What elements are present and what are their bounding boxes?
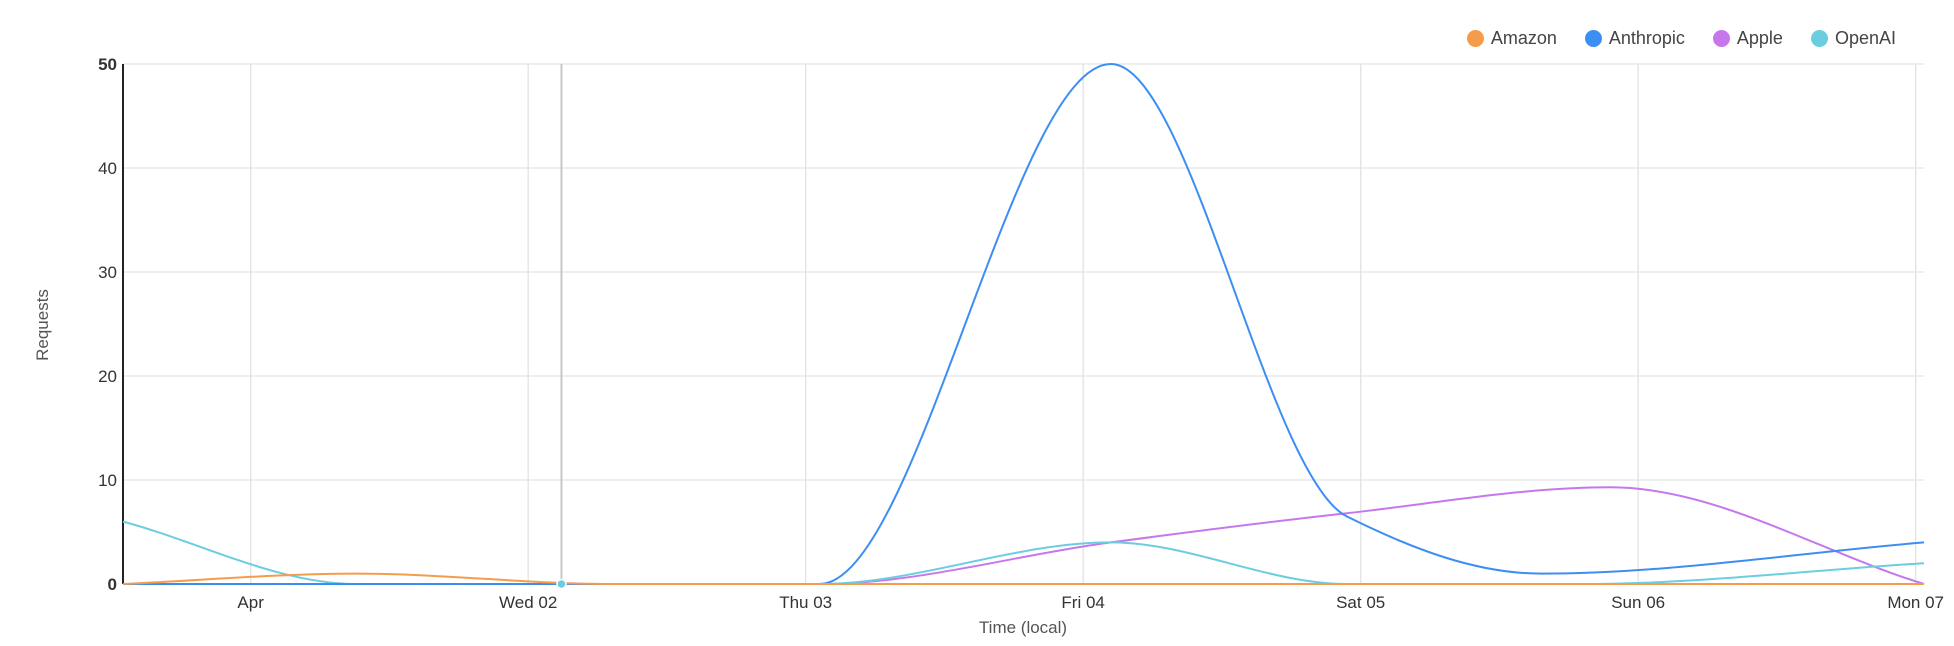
hover-point[interactable]: [556, 578, 567, 590]
x-tick-label: Wed 02: [499, 593, 557, 612]
x-tick-label: Apr: [237, 593, 264, 612]
legend-swatch: [1810, 30, 1828, 47]
legend-swatch: [1466, 30, 1484, 47]
y-tick-label: 20: [98, 367, 117, 386]
y-tick-label: 50: [98, 55, 117, 74]
y-tick-label: 30: [98, 263, 117, 282]
legend-item-openai[interactable]: OpenAI: [1810, 28, 1896, 49]
x-axis-label: Time (local): [979, 618, 1067, 637]
legend-label: Anthropic: [1608, 28, 1685, 48]
y-tick-label: 0: [108, 575, 117, 594]
y-tick-label: 40: [98, 159, 117, 178]
series-line-amazon[interactable]: [122, 572, 1924, 586]
legend-item-amazon[interactable]: Amazon: [1466, 28, 1557, 49]
legend-label: Amazon: [1490, 28, 1557, 48]
series-line-anthropic[interactable]: [123, 62, 1925, 586]
legend-label: OpenAI: [1834, 28, 1896, 48]
legend-item-anthropic[interactable]: Anthropic: [1584, 28, 1685, 49]
legend-swatch: [1584, 30, 1602, 47]
x-tick-label: Mon 07: [1887, 593, 1944, 612]
chart-legend: Amazon Anthropic Apple OpenAI: [1466, 28, 1896, 49]
y-tick-label: 10: [98, 471, 117, 490]
x-tick-label: Fri 04: [1061, 593, 1104, 612]
legend-swatch: [1712, 30, 1730, 47]
x-tick-label: Sun 06: [1611, 593, 1665, 612]
y-axis-label: Requests: [33, 289, 52, 361]
x-tick-label: Thu 03: [779, 593, 832, 612]
x-tick-label: Sat 05: [1336, 593, 1385, 612]
legend-item-apple[interactable]: Apple: [1712, 28, 1783, 49]
legend-label: Apple: [1736, 28, 1783, 48]
